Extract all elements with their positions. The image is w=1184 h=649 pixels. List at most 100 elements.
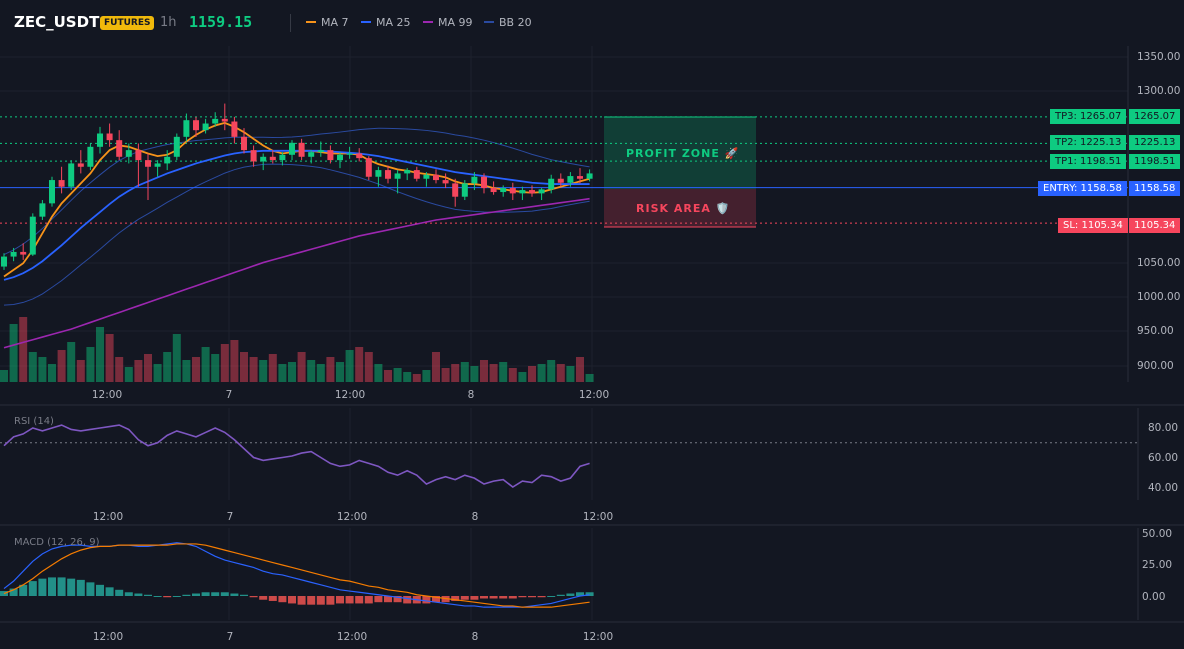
volume-bar	[518, 372, 527, 382]
macd-histogram-bar	[192, 593, 200, 596]
legend-ma7[interactable]: MA 7	[306, 16, 349, 29]
macd-histogram-bar	[220, 592, 229, 596]
macd-histogram-bar	[508, 596, 517, 599]
ma25-swatch	[361, 21, 371, 23]
candle-body	[58, 180, 65, 187]
symbol-title[interactable]: ZEC_USDT	[14, 13, 100, 31]
macd-histogram-bar	[268, 596, 277, 601]
macd-histogram-bar	[124, 592, 133, 596]
macd-histogram-bar	[211, 592, 220, 596]
candle-body	[490, 188, 497, 193]
macd-histogram-bar	[38, 578, 47, 596]
candle-body	[231, 121, 238, 137]
candle-body	[519, 190, 526, 194]
price-axis-tick: 1350.00	[1137, 51, 1180, 63]
macd-histogram-bar	[9, 588, 18, 596]
candle-body	[260, 156, 267, 162]
candle-body	[298, 142, 305, 157]
macd-histogram-bar	[518, 596, 527, 598]
tp1-tag[interactable]: TP1: 1198.51	[1050, 154, 1127, 169]
volume-bar	[0, 370, 8, 382]
legend-bb20[interactable]: BB 20	[484, 16, 532, 29]
candle-body	[481, 176, 487, 189]
macd-histogram-bar	[403, 596, 412, 604]
candle-body	[106, 133, 113, 141]
macd-histogram-bar	[201, 592, 210, 596]
macd-histogram-bar	[460, 596, 469, 600]
risk-zone-label: RISK AREA 🛡️	[636, 202, 731, 215]
tp3-tag[interactable]: TP3: 1265.07	[1050, 109, 1127, 124]
volume-bar	[489, 364, 498, 382]
macd-histogram-bar	[528, 596, 536, 598]
macd-label: MACD (12, 26, 9)	[14, 537, 100, 548]
candle-body	[164, 156, 171, 164]
time-axis-tick: 12:00	[93, 511, 123, 523]
legend-ma99[interactable]: MA 99	[423, 16, 473, 29]
candle-body	[68, 163, 75, 187]
candle-body	[461, 183, 468, 197]
time-axis-tick: 7	[226, 389, 233, 401]
timeframe-label[interactable]: 1h	[160, 15, 177, 30]
candle-body	[394, 173, 401, 179]
volume-bar	[163, 352, 172, 382]
macd-histogram-bar	[547, 596, 556, 597]
candle-body	[241, 136, 247, 151]
candle-body	[250, 150, 257, 162]
futures-badge: FUTURES	[100, 16, 155, 30]
rsi-line	[3, 424, 590, 488]
macd-histogram-bar	[451, 596, 460, 601]
volume-bar	[220, 344, 229, 382]
volume-bar	[297, 352, 306, 382]
volume-bar	[288, 362, 296, 382]
macd-histogram-bar	[105, 587, 114, 596]
candle-body	[586, 173, 593, 179]
candle-body	[87, 146, 94, 167]
macd-histogram-bar	[57, 577, 66, 596]
volume-bar	[134, 360, 143, 382]
candle-body	[10, 251, 17, 257]
time-axis-tick: 12:00	[337, 631, 367, 643]
macd-histogram-bar	[259, 596, 268, 600]
candle-body	[20, 251, 27, 255]
macd-histogram-bar	[134, 593, 143, 596]
candle-body	[423, 174, 430, 179]
macd-histogram-bar	[297, 596, 306, 605]
volume-bar	[57, 350, 66, 382]
volume-bar	[355, 347, 364, 382]
tp3-axis-tag: 1265.07	[1129, 109, 1181, 124]
candle-body	[269, 156, 276, 161]
price-axis-tick: 950.00	[1137, 325, 1174, 337]
tp2-tag[interactable]: TP2: 1225.13	[1050, 135, 1127, 150]
macd-histogram-bar	[576, 592, 584, 596]
candle-body	[346, 153, 353, 155]
macd-histogram-bar	[345, 596, 354, 604]
macd-histogram-bar	[364, 596, 373, 604]
volume-bar	[566, 366, 575, 382]
candle-body	[308, 152, 315, 157]
sl-axis-tag: 1105.34	[1129, 218, 1181, 233]
macd-histogram-bar	[76, 579, 85, 596]
macd-axis-tick: 0.00	[1142, 591, 1165, 603]
candle-body	[39, 203, 46, 217]
sl-tag[interactable]: SL: 1105.34	[1058, 218, 1128, 233]
rsi-pane: RSI (14)	[0, 416, 1138, 488]
ma-line-ma99	[3, 197, 590, 349]
price-axis-tick: 1300.00	[1137, 85, 1180, 97]
macd-histogram-bar	[422, 596, 431, 604]
volume-bar	[585, 374, 594, 382]
macd-histogram-bar	[115, 589, 124, 596]
volume-bar	[278, 364, 287, 382]
volume-bar	[537, 364, 546, 382]
entry-tag[interactable]: ENTRY: 1158.58	[1038, 181, 1127, 196]
rsi-axis-tick: 80.00	[1148, 422, 1178, 434]
legend-ma25[interactable]: MA 25	[361, 16, 411, 29]
candle-body	[509, 188, 516, 194]
candle-body	[221, 118, 228, 122]
trade-zones	[604, 116, 756, 228]
candle-body	[212, 118, 219, 124]
macd-pane: MACD (12, 26, 9)	[0, 537, 594, 608]
macd-signal-line	[3, 543, 590, 608]
macd-axis-tick: 50.00	[1142, 528, 1172, 540]
bb-upper-line	[3, 127, 590, 256]
